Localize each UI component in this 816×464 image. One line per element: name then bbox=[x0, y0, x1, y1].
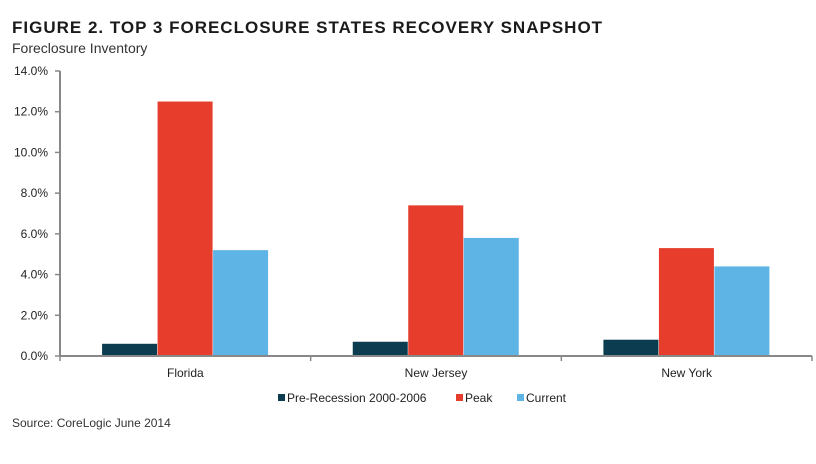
legend-label: Pre-Recession 2000-2006 bbox=[287, 391, 427, 405]
y-tick-label: 6.0% bbox=[21, 227, 49, 241]
bar-new-jersey-pre-recession bbox=[352, 341, 408, 356]
x-tick-label: New Jersey bbox=[405, 366, 468, 380]
y-tick-label: 10.0% bbox=[14, 145, 48, 159]
bar-florida-current bbox=[213, 250, 269, 356]
y-tick-label: 0.0% bbox=[21, 349, 49, 363]
legend-swatch bbox=[456, 394, 463, 401]
bar-new-york-peak bbox=[658, 248, 714, 356]
y-tick-label: 14.0% bbox=[14, 64, 48, 78]
bar-florida-pre-recession bbox=[102, 343, 158, 356]
bar-florida-peak bbox=[157, 101, 213, 357]
chart-subtitle: Foreclosure Inventory bbox=[12, 40, 148, 56]
chart-title: FIGURE 2. TOP 3 FORECLOSURE STATES RECOV… bbox=[12, 18, 604, 37]
y-tick-label: 8.0% bbox=[21, 186, 49, 200]
y-tick-label: 4.0% bbox=[21, 268, 49, 282]
bar-new-jersey-current bbox=[463, 237, 519, 356]
bar-new-york-current bbox=[714, 266, 770, 356]
bar-new-york-pre-recession bbox=[603, 339, 659, 356]
legend-swatch bbox=[278, 394, 285, 401]
bar-new-jersey-peak bbox=[408, 205, 464, 356]
legend-swatch bbox=[517, 394, 524, 401]
source-note: Source: CoreLogic June 2014 bbox=[12, 416, 171, 430]
legend-label: Current bbox=[526, 391, 567, 405]
x-tick-label: New York bbox=[661, 366, 713, 380]
x-tick-label: Florida bbox=[167, 366, 204, 380]
legend-label: Peak bbox=[465, 391, 493, 405]
y-tick-label: 12.0% bbox=[14, 105, 48, 119]
y-tick-label: 2.0% bbox=[21, 308, 49, 322]
